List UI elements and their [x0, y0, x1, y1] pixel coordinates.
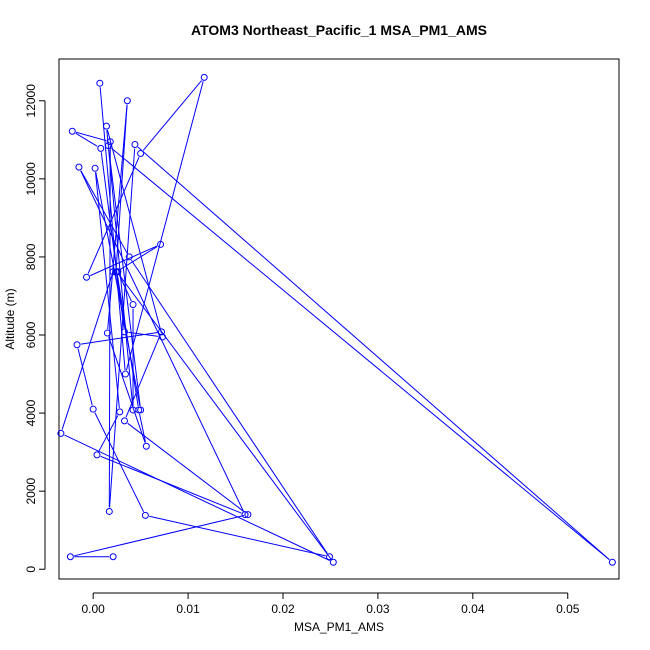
data-point	[125, 253, 133, 261]
y-tick-label: 2000	[24, 477, 38, 504]
series-segment	[98, 415, 119, 452]
data-point	[129, 406, 137, 414]
series-segment	[61, 275, 113, 430]
data-point	[131, 140, 139, 148]
series-points	[57, 73, 616, 566]
series-segment	[137, 146, 610, 560]
data-point	[158, 333, 166, 341]
data-point	[68, 127, 76, 135]
y-tick-label: 0	[24, 566, 38, 573]
y-tick-label: 10000	[24, 162, 38, 196]
data-point	[200, 73, 208, 81]
series-segment	[125, 335, 161, 418]
series-segment	[74, 515, 245, 557]
series-segment	[108, 145, 111, 508]
series-segment	[118, 274, 332, 560]
data-point	[120, 417, 128, 425]
x-axis-label: MSA_PM1_AMS	[294, 620, 384, 634]
data-point	[103, 329, 111, 337]
series-segment	[125, 81, 204, 371]
data-point	[137, 149, 145, 157]
x-tick-label: 0.01	[176, 602, 200, 616]
data-point	[109, 268, 117, 276]
data-point	[106, 138, 114, 146]
data-point	[120, 328, 128, 336]
data-point	[93, 451, 101, 459]
data-point	[158, 328, 166, 336]
series-segment	[64, 434, 330, 561]
data-point	[137, 406, 145, 414]
data-point	[73, 341, 81, 349]
data-point	[75, 163, 83, 171]
x-tick-label: 0.03	[366, 602, 390, 616]
series-segment	[106, 130, 134, 407]
data-point	[105, 507, 113, 515]
x-tick-label: 0.05	[556, 602, 580, 616]
data-point	[116, 408, 124, 416]
series-segment	[99, 87, 126, 371]
data-point	[114, 268, 122, 276]
x-axis: 0.00 0.01 0.02 0.03 0.04 0.05	[81, 592, 580, 616]
y-tick-label: 6000	[24, 321, 38, 348]
data-point	[157, 240, 165, 248]
series-segment	[80, 170, 244, 512]
series-segment	[100, 152, 125, 328]
y-tick-label: 12000	[24, 84, 38, 118]
series-segment	[80, 170, 128, 254]
series-segment	[94, 172, 120, 408]
data-point	[326, 553, 334, 561]
chart-title: ATOM3 Northeast_Pacific_1 MSA_PM1_AMS	[191, 22, 487, 38]
x-tick-label: 0.00	[81, 602, 105, 616]
series-segment	[76, 131, 107, 142]
series-segment	[127, 422, 245, 513]
series-segment	[75, 132, 98, 147]
series-segment	[115, 104, 128, 269]
data-point	[142, 442, 150, 450]
data-point	[121, 370, 129, 378]
data-point	[91, 164, 99, 172]
data-point	[329, 558, 337, 566]
data-point	[57, 429, 65, 437]
y-axis: 0 2000 4000 6000 8000 10000 12000	[24, 84, 46, 573]
data-point	[129, 301, 137, 309]
series-segment	[100, 455, 242, 514]
data-point	[89, 405, 97, 413]
series-segment	[142, 80, 203, 151]
series-segment	[139, 413, 146, 443]
data-point	[102, 122, 110, 130]
series-segment	[77, 348, 93, 406]
series-segment	[107, 129, 162, 334]
x-tick-label: 0.02	[271, 602, 295, 616]
data-point	[104, 142, 112, 150]
series-segment	[80, 331, 158, 345]
series-lines	[61, 80, 610, 561]
series-segment	[131, 259, 328, 554]
data-point	[97, 144, 105, 152]
series-segment	[94, 412, 145, 512]
x-tick-label: 0.04	[461, 602, 485, 616]
series-segment	[111, 147, 610, 561]
data-point	[244, 511, 252, 519]
data-point	[123, 97, 131, 105]
series-segment	[109, 148, 136, 508]
y-axis-label: Altitude (m)	[3, 288, 17, 349]
series-segment	[87, 156, 140, 274]
plot-frame	[58, 58, 620, 580]
data-point	[241, 511, 249, 519]
data-point	[608, 558, 616, 566]
series-segment	[108, 149, 141, 407]
series-segment	[149, 515, 326, 557]
data-point	[83, 273, 91, 281]
data-point	[141, 511, 149, 519]
data-point	[66, 553, 74, 561]
y-tick-label: 8000	[24, 243, 38, 270]
series-segment	[108, 336, 146, 443]
series-segment	[119, 246, 158, 271]
data-point	[109, 553, 117, 561]
y-tick-label: 4000	[24, 399, 38, 426]
data-point	[96, 79, 104, 87]
